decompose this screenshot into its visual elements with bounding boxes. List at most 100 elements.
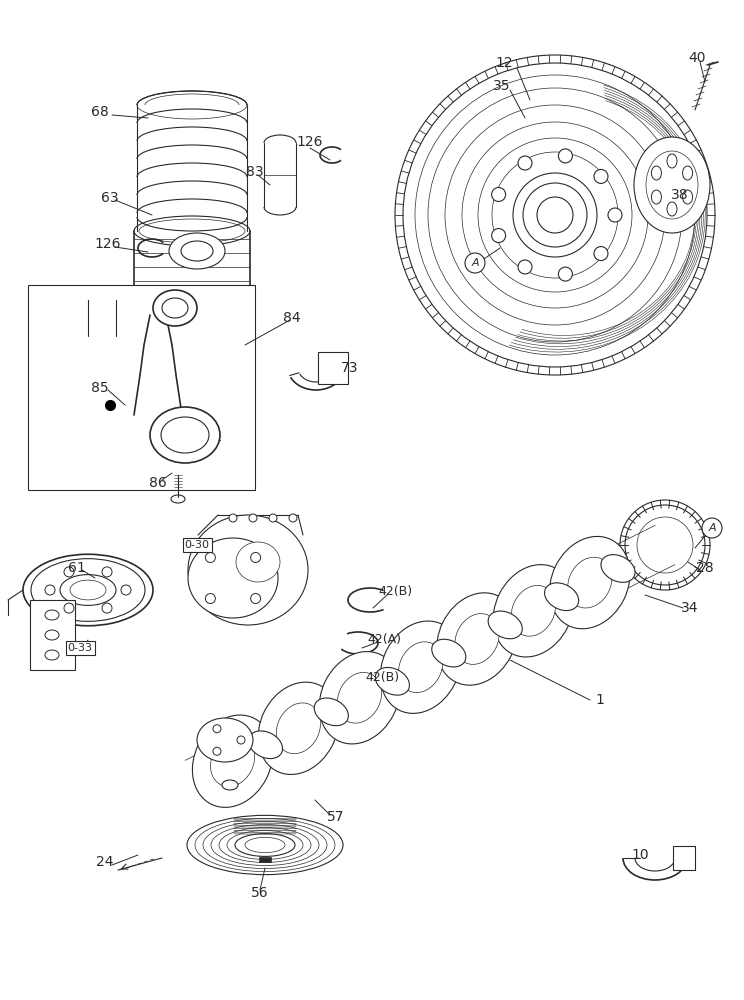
Circle shape: [518, 260, 532, 274]
Ellipse shape: [380, 621, 461, 713]
Circle shape: [213, 725, 221, 733]
Text: 73: 73: [341, 361, 359, 375]
Circle shape: [213, 747, 221, 755]
Circle shape: [102, 567, 112, 577]
Ellipse shape: [652, 166, 661, 180]
Circle shape: [518, 156, 532, 170]
Text: 42(B): 42(B): [378, 585, 412, 598]
Text: 61: 61: [68, 561, 86, 575]
Text: 35: 35: [493, 79, 510, 93]
Circle shape: [249, 514, 257, 522]
Ellipse shape: [488, 611, 522, 639]
FancyBboxPatch shape: [673, 846, 695, 870]
Circle shape: [269, 514, 277, 522]
Circle shape: [492, 229, 506, 243]
Ellipse shape: [45, 610, 59, 620]
Circle shape: [492, 187, 506, 201]
Circle shape: [251, 552, 260, 562]
Ellipse shape: [276, 703, 321, 754]
Text: 68: 68: [91, 105, 109, 119]
Text: 40: 40: [688, 51, 706, 65]
Text: 1: 1: [595, 693, 604, 707]
Ellipse shape: [550, 536, 630, 629]
Ellipse shape: [493, 565, 574, 657]
Circle shape: [45, 585, 55, 595]
Text: 24: 24: [96, 855, 114, 869]
Ellipse shape: [153, 290, 197, 326]
Text: 63: 63: [101, 191, 119, 205]
Text: 126: 126: [297, 135, 323, 149]
Ellipse shape: [197, 718, 253, 762]
Ellipse shape: [646, 151, 698, 219]
Ellipse shape: [545, 583, 579, 611]
Text: 12: 12: [496, 56, 513, 70]
Ellipse shape: [399, 642, 443, 693]
Text: 10: 10: [631, 848, 649, 862]
Ellipse shape: [161, 417, 209, 453]
Circle shape: [251, 594, 260, 604]
Text: A: A: [708, 523, 716, 533]
Circle shape: [559, 267, 572, 281]
Ellipse shape: [188, 538, 278, 618]
Ellipse shape: [188, 515, 308, 625]
FancyBboxPatch shape: [30, 600, 75, 670]
Ellipse shape: [248, 731, 283, 759]
Ellipse shape: [437, 593, 517, 685]
Text: 86: 86: [149, 476, 167, 490]
Circle shape: [608, 208, 622, 222]
Ellipse shape: [667, 154, 677, 168]
Circle shape: [594, 169, 608, 183]
Text: 28: 28: [696, 561, 713, 575]
Text: 85: 85: [92, 381, 109, 395]
Ellipse shape: [150, 407, 220, 463]
Ellipse shape: [181, 241, 213, 261]
Ellipse shape: [211, 736, 254, 787]
Ellipse shape: [45, 650, 59, 660]
Ellipse shape: [511, 585, 556, 636]
Ellipse shape: [337, 672, 382, 723]
Text: 42(A): 42(A): [367, 634, 401, 647]
Circle shape: [205, 594, 215, 604]
Ellipse shape: [652, 190, 661, 204]
Ellipse shape: [258, 682, 339, 774]
Circle shape: [465, 253, 485, 273]
Circle shape: [102, 603, 112, 613]
Ellipse shape: [601, 555, 635, 582]
Ellipse shape: [375, 667, 409, 695]
Ellipse shape: [319, 652, 400, 744]
Circle shape: [289, 514, 297, 522]
Ellipse shape: [568, 557, 612, 608]
Ellipse shape: [667, 202, 677, 216]
Ellipse shape: [432, 639, 466, 667]
Ellipse shape: [162, 298, 188, 318]
Ellipse shape: [45, 630, 59, 640]
Text: 0-30: 0-30: [185, 540, 210, 550]
Ellipse shape: [236, 542, 280, 582]
Text: 38: 38: [671, 188, 689, 202]
Text: 56: 56: [251, 886, 269, 900]
Ellipse shape: [682, 166, 693, 180]
Ellipse shape: [314, 698, 348, 726]
Ellipse shape: [455, 614, 499, 664]
Circle shape: [594, 247, 608, 261]
FancyBboxPatch shape: [318, 352, 348, 384]
Circle shape: [205, 552, 215, 562]
Circle shape: [229, 514, 237, 522]
Text: 126: 126: [94, 237, 121, 251]
Circle shape: [237, 736, 245, 744]
Text: 0-33: 0-33: [68, 643, 92, 653]
Ellipse shape: [222, 780, 238, 790]
Ellipse shape: [169, 233, 225, 269]
Circle shape: [64, 603, 74, 613]
Text: A: A: [471, 258, 479, 268]
Ellipse shape: [634, 137, 710, 233]
Ellipse shape: [193, 715, 273, 807]
Text: 42(B): 42(B): [365, 672, 399, 684]
Text: 57: 57: [327, 810, 344, 824]
FancyBboxPatch shape: [28, 285, 255, 490]
Circle shape: [121, 585, 131, 595]
Circle shape: [559, 149, 572, 163]
Circle shape: [64, 567, 74, 577]
Text: 34: 34: [682, 601, 699, 615]
Circle shape: [702, 518, 722, 538]
